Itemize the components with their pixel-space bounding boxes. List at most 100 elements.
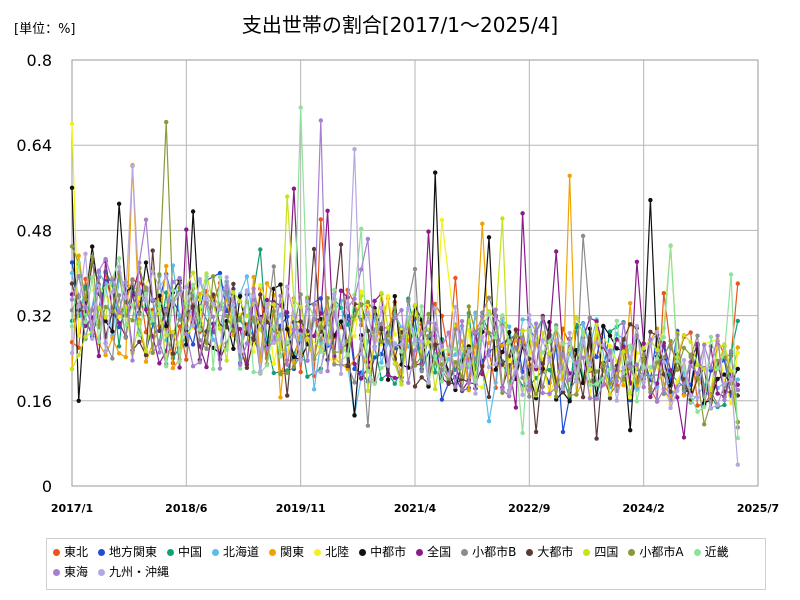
data-point — [473, 391, 478, 396]
data-point — [433, 170, 438, 175]
data-point — [392, 342, 397, 347]
x-tick-label: 2019/11 — [276, 502, 326, 515]
data-point — [728, 272, 734, 277]
data-point — [116, 314, 122, 320]
data-point — [137, 291, 142, 296]
data-point — [157, 285, 162, 290]
data-point — [399, 342, 404, 347]
data-point — [708, 368, 714, 373]
data-point — [533, 367, 539, 372]
data-point — [607, 381, 613, 386]
data-point — [365, 328, 371, 333]
legend-marker — [167, 548, 175, 556]
data-point — [244, 365, 250, 370]
data-point — [486, 353, 492, 358]
data-point — [365, 236, 371, 242]
data-point — [258, 247, 263, 252]
data-point — [493, 367, 498, 372]
data-point — [264, 363, 270, 368]
x-tick-label: 2017/1 — [51, 502, 93, 515]
data-point — [110, 356, 115, 361]
data-point — [244, 313, 250, 319]
data-point — [500, 390, 505, 395]
data-point — [722, 397, 727, 403]
data-point — [298, 105, 303, 110]
data-point — [607, 392, 613, 397]
data-point — [486, 419, 492, 424]
data-point — [264, 302, 270, 307]
x-tick-label: 2022/9 — [508, 502, 550, 515]
data-point — [433, 370, 438, 375]
series-line — [71, 172, 739, 431]
data-point — [258, 369, 263, 374]
data-point — [103, 256, 108, 262]
data-point — [264, 281, 270, 286]
data-point — [311, 246, 317, 252]
data-point — [372, 381, 377, 386]
data-point — [143, 298, 149, 304]
data-point — [217, 366, 223, 371]
data-point — [567, 377, 572, 383]
data-point — [143, 288, 149, 293]
data-point — [426, 229, 431, 234]
data-point — [641, 379, 646, 385]
data-point — [392, 294, 397, 299]
data-point — [164, 274, 169, 279]
data-point — [385, 363, 391, 368]
data-point — [278, 293, 283, 298]
data-point — [601, 363, 606, 368]
legend-item: 地方関東 — [98, 542, 157, 562]
legend-item: 北陸 — [314, 542, 349, 562]
data-point — [385, 377, 391, 382]
data-point — [177, 275, 182, 281]
data-point — [318, 118, 323, 123]
data-point — [399, 308, 404, 313]
data-point — [204, 300, 209, 306]
data-point — [728, 400, 734, 406]
data-point — [359, 226, 364, 231]
data-point — [628, 428, 633, 433]
legend-marker — [359, 548, 367, 556]
data-point — [177, 324, 182, 329]
data-point — [688, 392, 693, 398]
data-point — [224, 313, 229, 319]
data-point — [688, 352, 693, 357]
data-point — [520, 336, 525, 342]
data-point — [278, 282, 283, 287]
y-tick-label: 0.8 — [27, 51, 52, 70]
data-point — [453, 275, 458, 281]
data-point — [688, 330, 693, 335]
data-point — [224, 309, 229, 314]
x-tick-label: 2025/7 — [737, 502, 779, 515]
data-point — [285, 340, 290, 345]
data-point — [661, 359, 666, 364]
data-point — [580, 329, 586, 334]
data-point — [150, 248, 155, 253]
data-point — [648, 197, 653, 203]
data-point — [695, 371, 700, 376]
data-point — [392, 332, 397, 337]
data-point — [271, 302, 276, 307]
data-point — [722, 351, 727, 356]
data-point — [197, 276, 202, 282]
data-point — [547, 358, 552, 364]
data-point — [567, 173, 572, 178]
data-point — [735, 435, 740, 441]
data-point — [305, 374, 310, 379]
data-point — [278, 395, 283, 400]
data-point — [654, 381, 660, 386]
legend-label: 全国 — [427, 545, 452, 559]
data-point — [513, 327, 519, 333]
data-point — [614, 346, 619, 351]
legend-label: 中都市 — [370, 545, 407, 559]
data-point — [607, 329, 613, 334]
data-point — [520, 317, 525, 322]
data-point — [439, 356, 445, 361]
data-point — [547, 339, 552, 344]
data-point — [177, 291, 182, 297]
data-point — [433, 353, 438, 359]
data-point — [379, 326, 384, 331]
data-point — [587, 316, 593, 321]
data-point — [76, 352, 81, 358]
